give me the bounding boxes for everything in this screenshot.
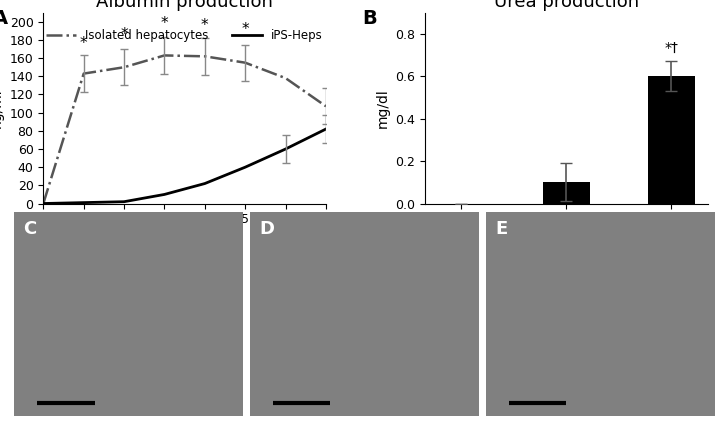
Title: Urea production: Urea production: [494, 0, 639, 11]
Text: *†: *†: [664, 41, 678, 55]
Isolated hepatocytes: [321, 104, 330, 109]
X-axis label: days: days: [168, 232, 201, 246]
Text: A: A: [0, 9, 7, 28]
Text: E: E: [495, 220, 508, 238]
Isolated hepatocytes: [79, 71, 88, 76]
Text: B: B: [362, 9, 378, 28]
Text: *: *: [121, 27, 128, 42]
iPS-Heps: [321, 126, 330, 131]
Text: C: C: [24, 220, 37, 238]
Isolated hepatocytes: [201, 54, 209, 59]
Bar: [543, 182, 590, 204]
iPS-Heps: [282, 146, 290, 151]
Isolated hepatocytes: [282, 75, 290, 81]
Line: iPS-Heps: iPS-Heps: [43, 129, 326, 204]
Text: *: *: [201, 18, 209, 33]
iPS-Heps: [201, 181, 209, 186]
Y-axis label: ng/ml: ng/ml: [0, 88, 4, 128]
iPS-Heps: [79, 200, 88, 205]
Isolated hepatocytes: [39, 201, 48, 206]
iPS-Heps: [160, 192, 169, 197]
Text: D: D: [259, 220, 274, 238]
Bar: [648, 76, 695, 204]
Line: Isolated hepatocytes: Isolated hepatocytes: [43, 56, 326, 204]
Isolated hepatocytes: [160, 53, 169, 58]
Text: *: *: [241, 22, 249, 37]
Y-axis label: mg/dl: mg/dl: [375, 88, 390, 128]
Legend: Isolated hepatocytes, iPS-Heps: Isolated hepatocytes, iPS-Heps: [42, 24, 328, 47]
iPS-Heps: [39, 201, 48, 206]
Text: *: *: [80, 36, 87, 51]
iPS-Heps: [120, 199, 129, 204]
Title: Albumin production: Albumin production: [96, 0, 273, 11]
Text: *: *: [161, 16, 168, 31]
Isolated hepatocytes: [120, 65, 129, 70]
iPS-Heps: [241, 165, 250, 170]
Isolated hepatocytes: [241, 60, 250, 65]
